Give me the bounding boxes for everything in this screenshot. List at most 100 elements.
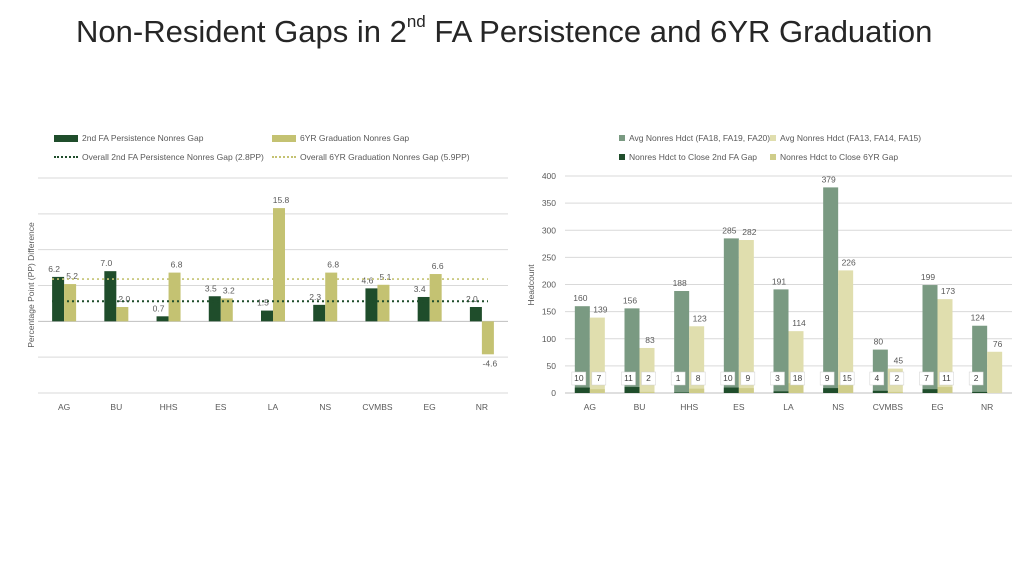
bar-graduation-gap bbox=[273, 208, 285, 322]
data-label-close-persistence: 10 bbox=[723, 373, 733, 383]
data-label-graduation: 6.6 bbox=[432, 261, 444, 271]
data-label-avg-recent: 285 bbox=[722, 225, 736, 235]
data-label-close-persistence: 11 bbox=[624, 373, 633, 383]
legend-item-close-graduation: Nonres Hdct to Close 6YR Gap bbox=[770, 152, 898, 162]
data-label-avg-past: 282 bbox=[742, 227, 756, 237]
legend-label: 2nd FA Persistence Nonres Gap bbox=[82, 133, 204, 143]
bar-persistence-gap bbox=[365, 288, 378, 322]
bar-close-persistence bbox=[872, 390, 888, 393]
data-label-persistence: 7.0 bbox=[100, 258, 112, 268]
bar-graduation-gap bbox=[429, 274, 442, 322]
bar-close-persistence bbox=[674, 392, 690, 393]
data-label-box bbox=[621, 371, 636, 386]
data-label-box bbox=[889, 371, 905, 386]
data-label-persistence: 6.2 bbox=[48, 264, 60, 274]
data-label-box bbox=[919, 371, 934, 386]
y-tick-label: 100 bbox=[542, 334, 556, 344]
legend-label: 6YR Graduation Nonres Gap bbox=[300, 133, 410, 143]
data-label-close-graduation: 11 bbox=[942, 373, 951, 383]
data-label-graduation: 6.8 bbox=[171, 260, 183, 270]
data-label-persistence: 2.3 bbox=[309, 292, 321, 302]
bar-persistence-gap bbox=[104, 271, 117, 322]
data-label-avg-past: 114 bbox=[792, 318, 806, 328]
bar-close-persistence bbox=[823, 388, 839, 393]
data-label-persistence: 2.0 bbox=[466, 294, 478, 304]
data-label-box bbox=[740, 371, 756, 386]
data-label-close-graduation: 15 bbox=[842, 373, 852, 383]
x-tick-label: AG bbox=[58, 402, 70, 412]
bar-avg-recent bbox=[872, 349, 888, 393]
legend-item-overall-persistence: Overall 2nd FA Persistence Nonres Gap (2… bbox=[54, 152, 264, 162]
data-label-close-graduation: 8 bbox=[696, 373, 701, 383]
x-tick-label: NR bbox=[476, 402, 488, 412]
y-tick-label: 50 bbox=[547, 361, 557, 371]
legend-swatch bbox=[619, 154, 625, 160]
data-label-graduation: -4.6 bbox=[483, 358, 498, 368]
bar-close-persistence bbox=[624, 387, 640, 393]
data-label-close-persistence: 1 bbox=[676, 373, 681, 383]
bar-graduation-gap bbox=[481, 321, 494, 355]
data-label-graduation: 5.1 bbox=[380, 272, 392, 282]
legend-swatch bbox=[770, 154, 776, 160]
bar-graduation-gap bbox=[116, 307, 129, 322]
bar-persistence-gap bbox=[469, 307, 482, 322]
data-label-avg-past: 173 bbox=[941, 286, 955, 296]
y-tick-label: 150 bbox=[542, 307, 556, 317]
data-label-avg-past: 83 bbox=[645, 335, 655, 345]
x-tick-label: CVMBS bbox=[873, 402, 904, 412]
bar-avg-past bbox=[838, 270, 854, 393]
data-label-avg-recent: 191 bbox=[772, 276, 786, 286]
x-tick-label: NS bbox=[319, 402, 331, 412]
legend-item-overall-graduation: Overall 6YR Graduation Nonres Gap (5.9PP… bbox=[272, 152, 470, 162]
data-label-close-persistence: 10 bbox=[574, 373, 584, 383]
data-label-box bbox=[939, 371, 954, 386]
data-label-avg-recent: 188 bbox=[673, 278, 687, 288]
data-label-avg-past: 139 bbox=[593, 305, 607, 315]
y-tick-label: 400 bbox=[542, 171, 556, 181]
data-label-close-persistence: 4 bbox=[874, 373, 879, 383]
bar-avg-recent bbox=[773, 289, 789, 393]
bar-graduation-gap bbox=[220, 298, 233, 322]
bar-avg-past bbox=[987, 351, 1003, 393]
data-label-persistence: 1.5 bbox=[257, 298, 269, 308]
legend-swatch bbox=[272, 134, 296, 142]
legend-swatch bbox=[619, 135, 625, 141]
data-label-graduation: 3.2 bbox=[223, 285, 235, 295]
x-tick-label: LA bbox=[783, 402, 794, 412]
bar-avg-past bbox=[639, 347, 655, 393]
bar-persistence-gap bbox=[313, 304, 326, 322]
bar-close-graduation bbox=[788, 383, 804, 393]
bar-avg-recent bbox=[574, 306, 590, 393]
data-label-box bbox=[641, 371, 656, 386]
data-label-avg-recent: 199 bbox=[921, 272, 935, 282]
data-label-close-graduation: 2 bbox=[646, 373, 651, 383]
bar-persistence-gap bbox=[261, 310, 273, 322]
bar-close-graduation bbox=[589, 389, 605, 393]
legend-item-close-persistence: Nonres Hdct to Close 2nd FA Gap bbox=[619, 152, 757, 162]
data-label-box bbox=[670, 371, 686, 386]
bar-graduation-gap bbox=[64, 284, 77, 322]
bar-persistence-gap bbox=[208, 296, 221, 322]
bar-avg-past bbox=[937, 299, 953, 393]
data-label-close-persistence: 7 bbox=[924, 373, 929, 383]
legend-swatch bbox=[272, 156, 296, 158]
bar-close-graduation bbox=[838, 384, 854, 393]
legend-swatch bbox=[54, 134, 78, 142]
data-label-box bbox=[968, 371, 984, 386]
data-label-box bbox=[720, 371, 736, 386]
bar-close-persistence bbox=[972, 391, 988, 393]
bar-close-persistence bbox=[922, 389, 938, 393]
bar-avg-recent bbox=[922, 285, 938, 393]
x-tick-label: LA bbox=[268, 402, 279, 412]
data-label-avg-past: 226 bbox=[842, 257, 856, 267]
x-tick-label: AG bbox=[584, 402, 596, 412]
data-label-persistence: 3.5 bbox=[205, 283, 217, 293]
legend-swatch bbox=[54, 156, 78, 158]
bar-close-graduation bbox=[689, 388, 705, 393]
data-label-avg-recent: 379 bbox=[822, 174, 836, 184]
data-label-graduation: 5.2 bbox=[66, 271, 78, 281]
bar-avg-past bbox=[738, 240, 754, 393]
bar-close-graduation bbox=[887, 391, 903, 393]
